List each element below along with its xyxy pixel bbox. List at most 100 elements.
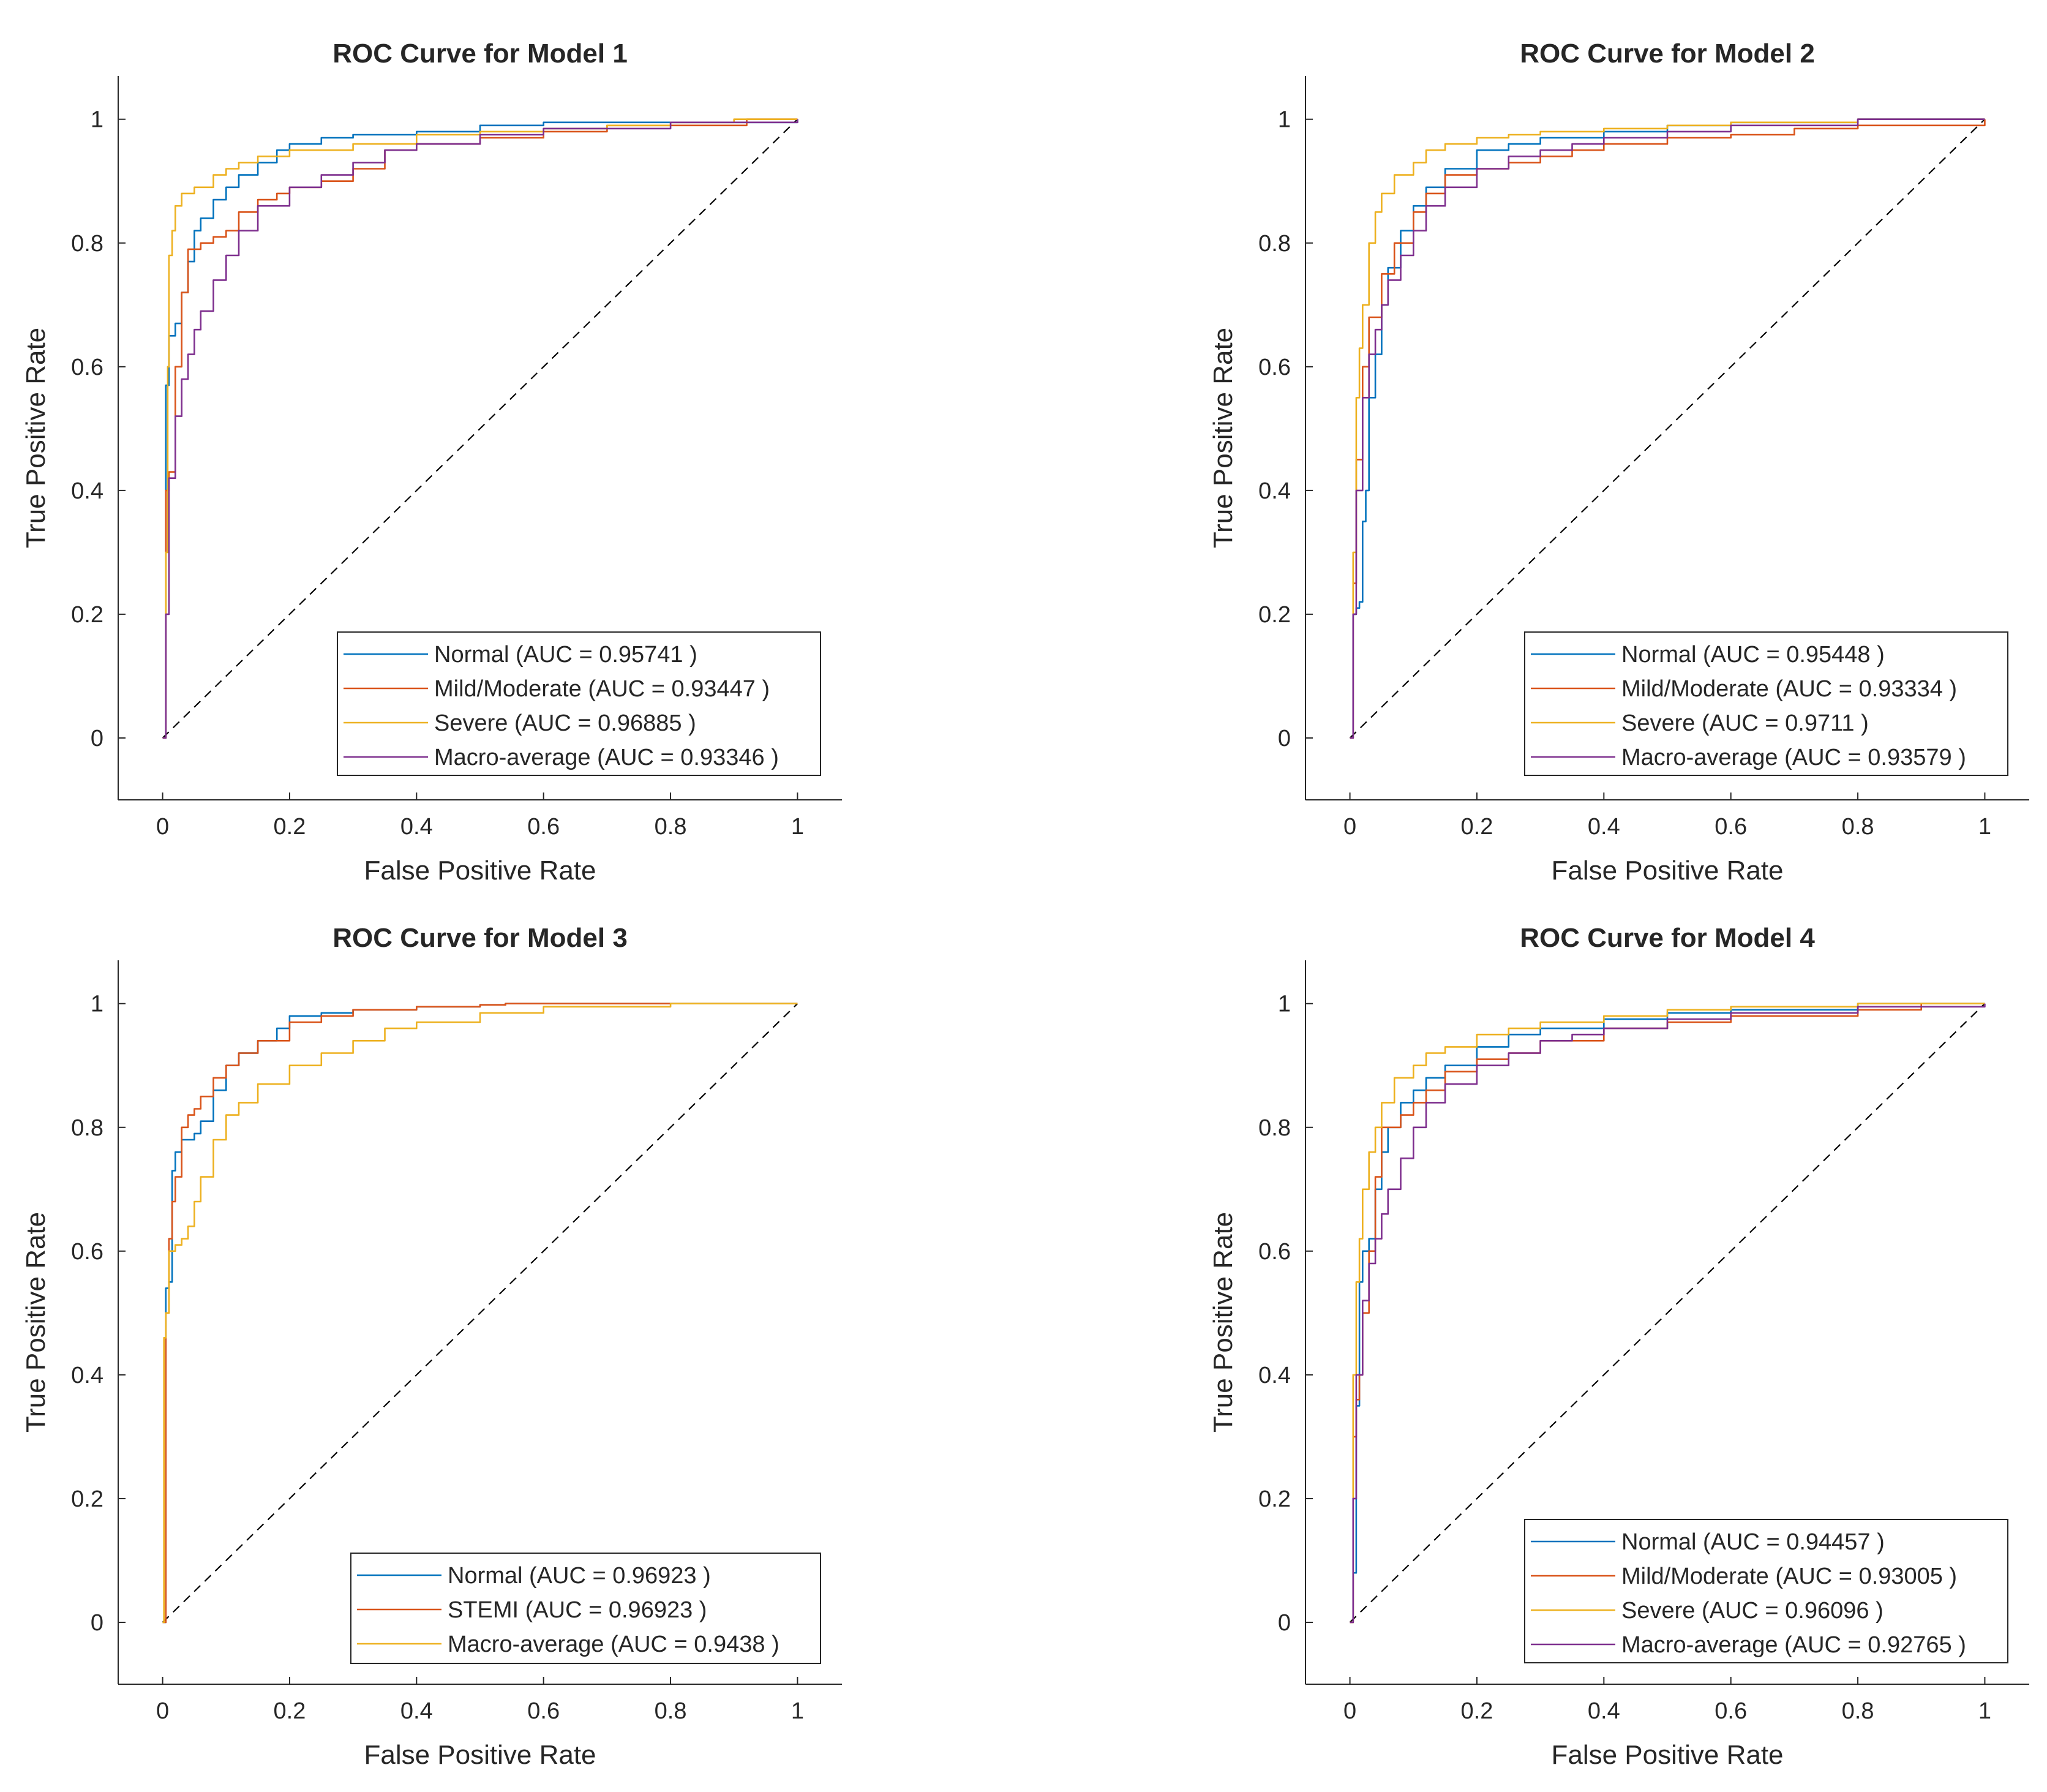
legend-label: Mild/Moderate (AUC = 0.93334 ) (1621, 676, 1957, 702)
x-tick-label: 0.6 (1715, 814, 1747, 840)
roc-series-blue (162, 119, 798, 739)
roc-series-purple (1350, 118, 1985, 739)
y-axis-label: True Positive Rate (21, 328, 51, 548)
x-tick-label: 0.8 (655, 814, 687, 840)
x-tick-label: 0.4 (1588, 1698, 1620, 1724)
x-tick-label: 0.8 (1842, 1698, 1874, 1724)
legend-label: Normal (AUC = 0.94457 ) (1621, 1529, 1885, 1555)
y-tick-label: 0.6 (1258, 355, 1291, 380)
roc-series-orange (162, 1003, 798, 1624)
legend-label: Severe (AUC = 0.96885 ) (434, 710, 696, 736)
roc-chart-model-3: ROC Curve for Model 3 0 0.2 0.4 0.6 0.8 1 0 0.2 0… (21, 923, 842, 1770)
legend: Normal (AUC = 0.95448 ) Mild/Moderate (AU… (1524, 631, 2008, 776)
y-tick-label: 0.2 (1258, 602, 1291, 628)
roc-series-blue (1350, 118, 1985, 739)
chart-title: ROC Curve for Model 2 (1520, 39, 1815, 69)
y-tick-label: 0.8 (71, 231, 103, 257)
legend-label: Normal (AUC = 0.95448 ) (1621, 642, 1885, 668)
y-tick-label: 0.2 (1258, 1486, 1291, 1512)
y-tick-label: 1 (91, 992, 103, 1017)
y-tick-label: 0.4 (71, 478, 103, 504)
y-tick-label: 0.2 (71, 1486, 103, 1512)
x-tick-label: 0.4 (400, 814, 433, 840)
legend-box (337, 631, 821, 776)
x-tick-label: 0.6 (1715, 1698, 1747, 1724)
chance-diagonal-line (1349, 1003, 1986, 1623)
roc-series-yellow (162, 1003, 798, 1624)
x-tick-label: 1 (791, 814, 804, 840)
y-tick-label: 0 (91, 1610, 103, 1636)
y-axis-label: True Positive Rate (1208, 328, 1238, 548)
x-tick-label: 0.2 (1461, 814, 1493, 840)
chart-title: ROC Curve for Model 1 (332, 39, 628, 69)
x-tick-label: 1 (1978, 814, 1991, 840)
chart-title: ROC Curve for Model 3 (332, 923, 628, 953)
legend-label: Mild/Moderate (AUC = 0.93447 ) (434, 676, 770, 702)
legend-label: Severe (AUC = 0.96096 ) (1621, 1598, 1884, 1624)
x-tick-label: 0 (156, 814, 169, 840)
y-tick-label: 1 (1278, 107, 1291, 133)
roc-series-yellow (1350, 1003, 1985, 1624)
x-axis-label: False Positive Rate (1551, 1740, 1783, 1770)
x-axis-label: False Positive Rate (1551, 856, 1783, 886)
y-tick-label: 1 (91, 107, 103, 133)
legend-label: Macro-average (AUC = 0.92765 ) (1621, 1632, 1966, 1658)
legend-box (1524, 1519, 2008, 1663)
legend-label: STEMI (AUC = 0.96923 ) (448, 1597, 707, 1623)
x-tick-label: 0.8 (655, 1698, 687, 1724)
y-tick-label: 0.4 (71, 1363, 103, 1388)
chart-title: ROC Curve for Model 4 (1520, 923, 1815, 953)
x-tick-label: 0.4 (1588, 814, 1620, 840)
legend: Normal (AUC = 0.95741 ) Mild/Moderate (AU… (337, 631, 821, 776)
x-tick-label: 0 (1343, 814, 1356, 840)
y-tick-label: 0 (91, 726, 103, 751)
chance-diagonal-line (162, 1003, 798, 1623)
roc-series-blue (1350, 1003, 1985, 1624)
y-tick-label: 0.8 (1258, 231, 1291, 257)
x-tick-label: 0 (156, 1698, 169, 1724)
y-tick-label: 0.6 (71, 355, 103, 380)
y-tick-label: 0.2 (71, 602, 103, 628)
x-tick-label: 0.6 (527, 1698, 560, 1724)
y-tick-label: 0.4 (1258, 478, 1291, 504)
y-tick-label: 0.6 (1258, 1239, 1291, 1265)
x-axis-label: False Positive Rate (364, 856, 596, 886)
x-tick-label: 1 (1978, 1698, 1991, 1724)
legend-label: Normal (AUC = 0.95741 ) (434, 642, 697, 668)
legend-label: Macro-average (AUC = 0.93346 ) (434, 745, 779, 770)
chance-diagonal-line (1349, 118, 1986, 739)
y-tick-label: 0.6 (71, 1239, 103, 1265)
legend-box (350, 1553, 821, 1664)
x-tick-label: 1 (791, 1698, 804, 1724)
y-axis-label: True Positive Rate (21, 1212, 51, 1432)
legend-label: Mild/Moderate (AUC = 0.93005 ) (1621, 1564, 1957, 1589)
x-tick-label: 0.8 (1842, 814, 1874, 840)
x-tick-label: 0 (1343, 1698, 1356, 1724)
legend-label: Normal (AUC = 0.96923 ) (448, 1563, 711, 1589)
legend-box (1524, 631, 2008, 776)
legend-label: Macro-average (AUC = 0.9438 ) (448, 1632, 779, 1657)
legend-label: Macro-average (AUC = 0.93579 ) (1621, 745, 1966, 770)
roc-chart-model-1: ROC Curve for Model 1 0 0.2 0.4 0.6 0.8 1 0 0.2 0… (21, 39, 842, 886)
y-tick-label: 0 (1278, 726, 1291, 751)
x-tick-label: 0.2 (1461, 1698, 1493, 1724)
roc-series-yellow (1350, 118, 1985, 739)
y-axis-label: True Positive Rate (1208, 1212, 1238, 1432)
y-tick-label: 0 (1278, 1610, 1291, 1636)
roc-chart-model-2: ROC Curve for Model 2 0 0.2 0.4 0.6 0.8 1 0 0.2 0… (1208, 39, 2029, 886)
roc-series-purple (1350, 1003, 1986, 1624)
legend: Normal (AUC = 0.96923 ) STEMI (AUC = 0.96… (350, 1553, 821, 1664)
x-tick-label: 0.6 (527, 814, 560, 840)
y-tick-label: 0.4 (1258, 1363, 1291, 1388)
chance-diagonal-line (162, 118, 798, 739)
x-tick-label: 0.2 (274, 1698, 306, 1724)
x-tick-label: 0.2 (274, 814, 306, 840)
legend-label: Severe (AUC = 0.9711 ) (1621, 710, 1869, 736)
roc-series-purple (162, 119, 798, 739)
y-tick-label: 1 (1278, 992, 1291, 1017)
roc-series-orange (162, 118, 798, 739)
y-tick-label: 0.8 (71, 1115, 103, 1141)
roc-chart-model-4: ROC Curve for Model 4 0 0.2 0.4 0.6 0.8 1 0 0.2 0… (1208, 923, 2029, 1770)
x-axis-label: False Positive Rate (364, 1740, 596, 1770)
